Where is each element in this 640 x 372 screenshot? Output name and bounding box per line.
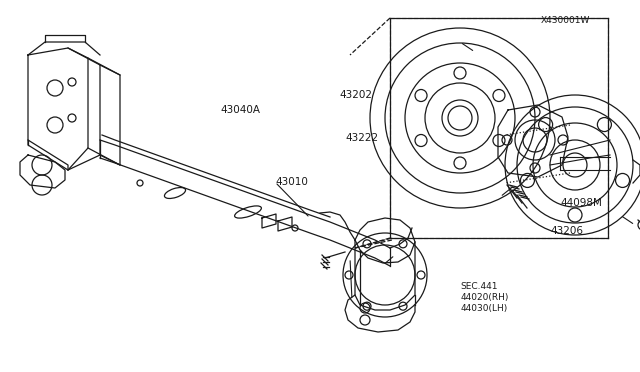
Text: 43206: 43206 [550, 226, 584, 235]
Text: 43202: 43202 [339, 90, 372, 100]
Text: 43040A: 43040A [221, 105, 261, 115]
Text: 43222: 43222 [346, 133, 379, 142]
Text: 43010: 43010 [275, 177, 308, 187]
Text: SEC.441
44020(RH)
44030(LH): SEC.441 44020(RH) 44030(LH) [461, 282, 509, 313]
Text: 44098M: 44098M [560, 198, 602, 208]
Text: X430001W: X430001W [541, 16, 590, 25]
